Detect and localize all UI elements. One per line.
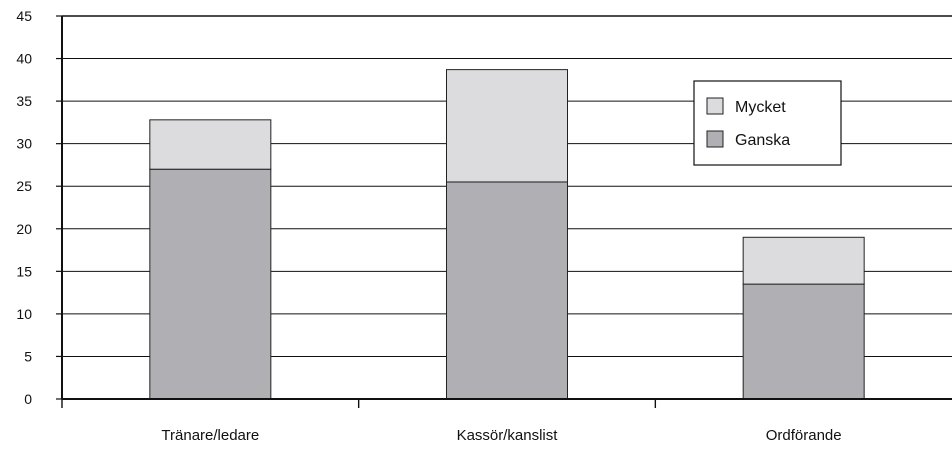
- bar-ganska-2: [742, 283, 865, 400]
- x-category-label-0: Tränare/ledare: [161, 427, 259, 444]
- legend-items: Mycket Ganska: [706, 97, 790, 149]
- legend-label-mycket: Mycket: [735, 99, 786, 116]
- legend-box: [693, 80, 842, 166]
- y-tick-label-25: 25: [16, 178, 32, 194]
- legend-swatch-ganska: [706, 130, 724, 148]
- y-tick-label-30: 30: [16, 136, 32, 152]
- y-tick-label-20: 20: [16, 221, 32, 237]
- x-category-label-2: Ordförande: [766, 427, 842, 444]
- y-tick-label-45: 45: [16, 8, 32, 24]
- bar-mycket-0: [149, 119, 272, 170]
- y-tick-label-5: 5: [24, 348, 32, 364]
- y-tick-label-0: 0: [24, 391, 32, 407]
- legend: Mycket Ganska: [693, 80, 842, 166]
- y-tick-label-15: 15: [16, 263, 32, 279]
- legend-swatch-mycket: [706, 97, 724, 115]
- y-tick-label-40: 40: [16, 51, 32, 67]
- bar-mycket-1: [446, 69, 568, 183]
- x-category-label-1: Kassör/kanslist: [457, 427, 559, 444]
- y-tick-label-10: 10: [16, 306, 32, 322]
- bar-ganska-0: [149, 168, 272, 400]
- legend-label-ganska: Ganska: [735, 132, 790, 149]
- axis-labels: 0 5 10 15 20 25 30 35 40 45 Tränare/ledare Kassör/k…: [16, 8, 841, 444]
- y-tick-label-35: 35: [16, 93, 32, 109]
- bar-ganska-1: [446, 181, 568, 400]
- axes: [56, 15, 952, 408]
- bars: [149, 69, 865, 400]
- bar-mycket-2: [742, 236, 865, 285]
